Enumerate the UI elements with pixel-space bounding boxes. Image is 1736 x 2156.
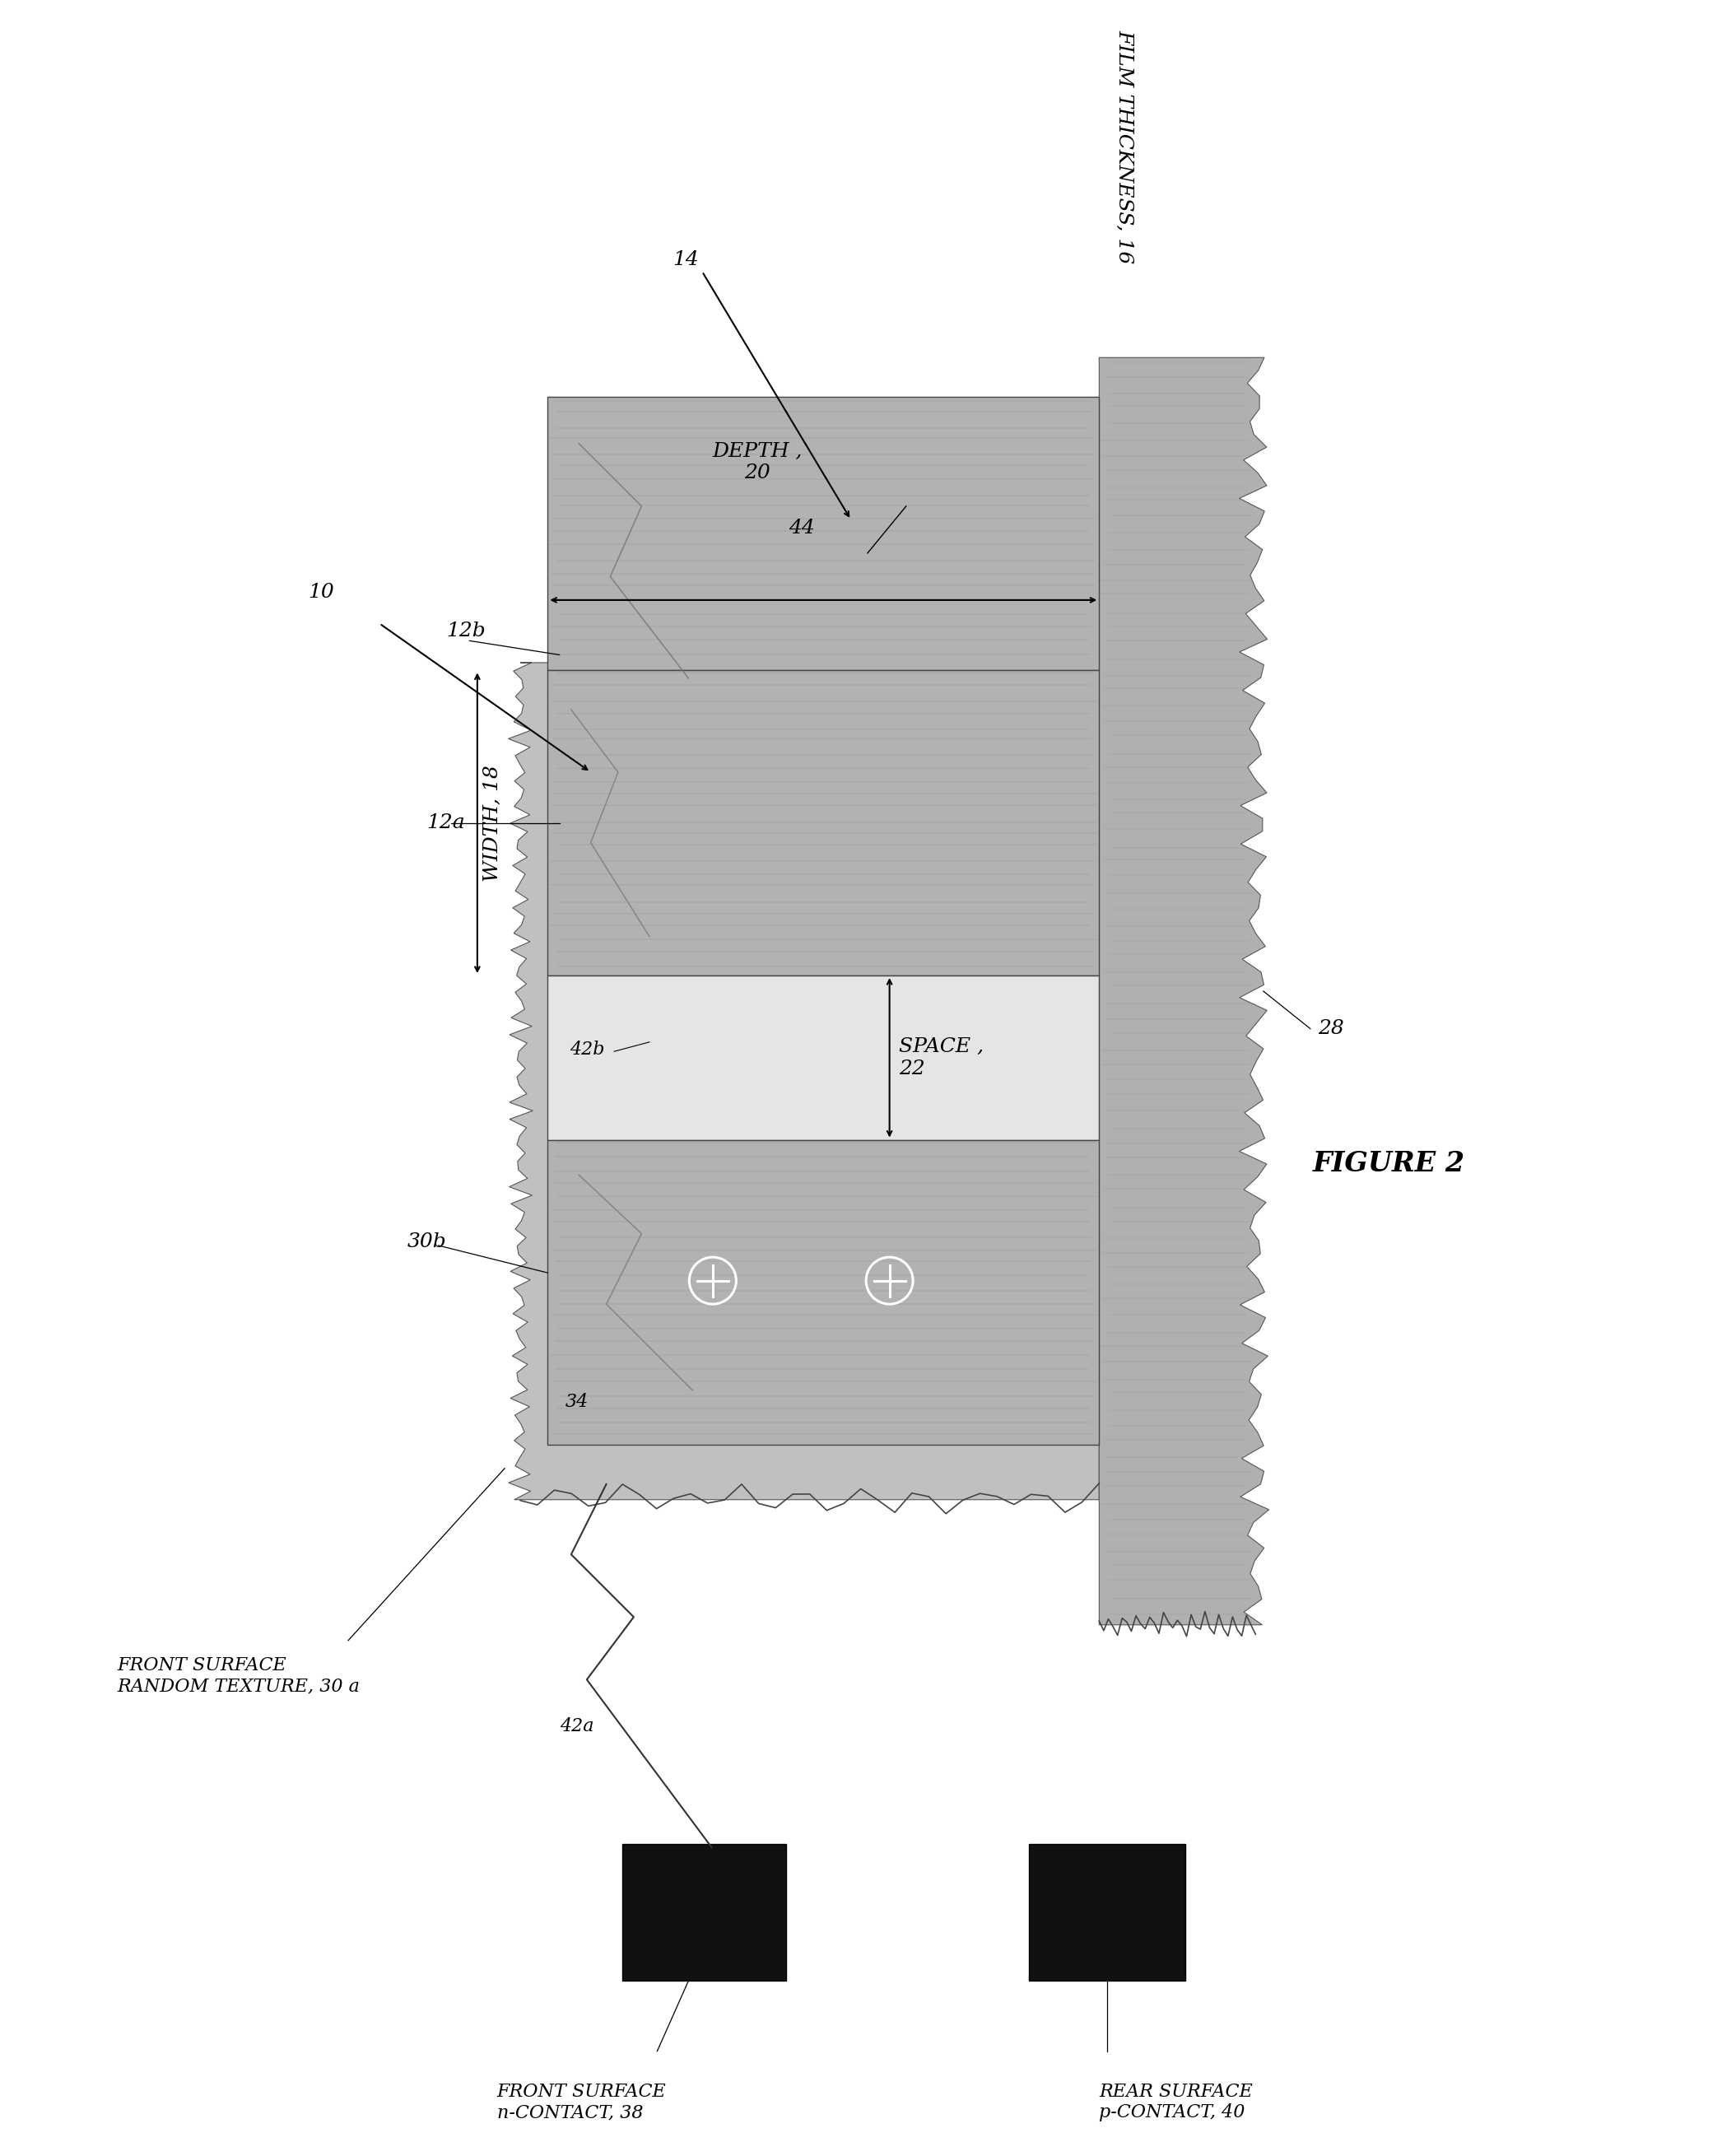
Text: 30b: 30b	[406, 1231, 446, 1250]
Text: 42a: 42a	[559, 1718, 594, 1736]
Text: FIGURE 2: FIGURE 2	[1312, 1149, 1465, 1177]
Text: 14: 14	[672, 250, 698, 270]
Bar	[621, 1843, 786, 1981]
Bar	[547, 1141, 1099, 1445]
Text: DEPTH ,
20: DEPTH , 20	[712, 442, 802, 483]
Text: REAR SURFACE
p-CONTACT, 40: REAR SURFACE p-CONTACT, 40	[1099, 2083, 1253, 2122]
Text: FRONT SURFACE
RANDOM TEXTURE, 30 a: FRONT SURFACE RANDOM TEXTURE, 30 a	[118, 1656, 359, 1695]
Text: 28: 28	[1318, 1020, 1344, 1039]
Polygon shape	[1099, 358, 1269, 1626]
Text: WIDTH, 18: WIDTH, 18	[484, 765, 502, 882]
Bar	[547, 671, 1099, 975]
Text: 44: 44	[788, 520, 814, 537]
Bar	[547, 975, 1099, 1141]
Text: 42b: 42b	[569, 1041, 604, 1059]
Polygon shape	[509, 662, 1099, 1501]
Text: 10: 10	[307, 582, 333, 602]
Text: SPACE ,
22: SPACE , 22	[899, 1037, 984, 1078]
Text: FRONT SURFACE
n-CONTACT, 38: FRONT SURFACE n-CONTACT, 38	[496, 2083, 667, 2122]
Text: 34: 34	[564, 1393, 589, 1410]
Bar	[547, 397, 1099, 671]
Text: FILM THICKNESS, 16: FILM THICKNESS, 16	[1115, 30, 1134, 263]
Text: 12b: 12b	[446, 621, 486, 640]
Bar	[1029, 1843, 1186, 1981]
Text: 12a: 12a	[427, 813, 465, 832]
